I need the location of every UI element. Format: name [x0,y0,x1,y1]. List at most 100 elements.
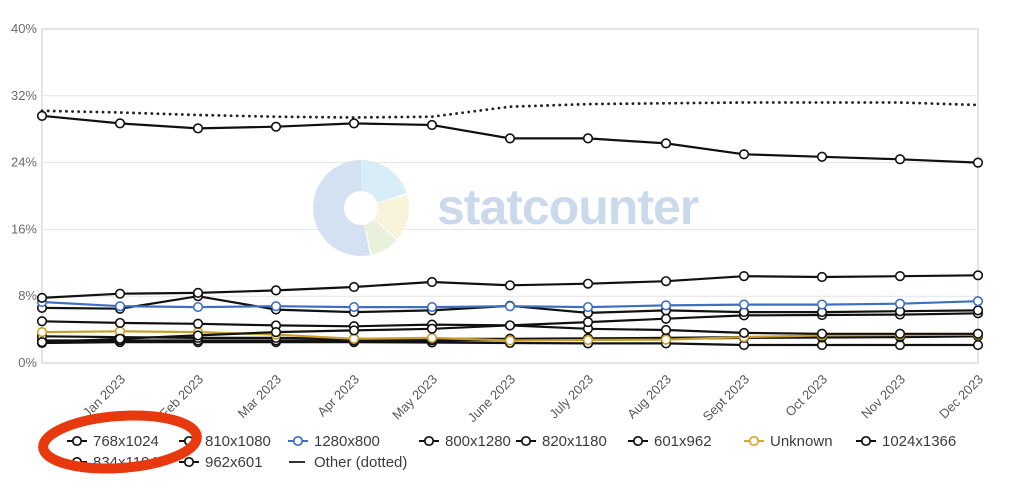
legend-line-marker-icon [744,435,764,447]
legend-item-1280x800[interactable]: 1280x800 [288,431,380,451]
x-tick-label: Apr 2023 [314,372,362,420]
legend-label: Unknown [770,432,833,450]
legend-line-marker-icon [67,435,87,447]
legend-item-834x1194[interactable]: 834x1194 [67,452,158,472]
data-point-marker [738,271,750,282]
data-point-marker [894,271,906,282]
legend-dash-icon [289,461,305,463]
y-tick-label: 0% [18,355,37,370]
data-point-marker [660,324,672,336]
data-point-marker [36,327,48,338]
data-point-marker [816,271,828,283]
x-tick-label: Mar 2023 [235,372,284,421]
data-point-marker [36,292,48,303]
series-group [36,101,984,351]
series-line [40,101,980,119]
legend-label: 820x1180 [542,432,607,450]
data-point-marker [504,335,516,346]
data-point-marker [582,133,594,144]
data-point-marker [114,288,126,299]
data-point-marker [660,313,672,324]
data-point-marker [894,298,906,309]
logo-donut-hole [344,191,378,225]
data-point-marker [426,323,438,334]
data-point-marker [114,118,126,129]
data-point-marker [192,123,204,134]
x-tick-label: Aug 2023 [624,372,674,422]
legend-item-768x1024[interactable]: 768x1024 [67,431,159,451]
data-point-marker [348,281,360,293]
data-point-marker [348,333,360,344]
data-point-marker [504,280,516,291]
legend-item-962x601[interactable]: 962x601 [179,452,263,472]
x-tick-label: Sept 2023 [700,372,753,425]
legend-line-marker-icon [628,435,648,447]
data-point-marker [660,276,672,287]
legend-item-unknown[interactable]: Unknown [744,431,833,451]
legend-line-marker-icon [179,456,199,468]
data-point-marker [192,330,204,341]
data-point-marker [270,327,282,338]
legend-item-1024x1366[interactable]: 1024x1366 [856,431,956,451]
legend-label: 834x1194 [93,453,158,471]
legend-line-marker-icon [856,435,876,447]
data-point-marker [36,110,48,121]
data-point-marker [816,299,828,310]
data-point-marker [504,320,516,331]
x-tick-label: May 2023 [389,372,440,423]
data-point-marker [270,301,282,312]
legend-line-marker-icon [288,435,308,447]
data-point-marker [816,151,828,162]
data-point-marker [348,301,360,313]
data-point-marker [972,339,984,351]
series-768x1024 [36,110,984,168]
statcounter-watermark: statcounter [313,160,700,256]
x-tick-label: Dec 2023 [936,372,986,422]
x-tick-label: Jan 2023 [80,372,128,420]
data-point-marker [972,328,984,339]
legend-label: 810x1080 [205,432,271,450]
x-tick-label: June 2023 [465,372,519,426]
data-point-marker [192,318,204,329]
data-point-marker [972,270,984,281]
x-axis-labels: Jan 2023 Feb 2023 Mar 2023 Apr 2023 May 2023… [80,372,986,426]
logo-donut-segment [313,160,371,256]
legend-label: 962x601 [205,453,263,471]
data-point-marker [894,154,906,165]
data-point-marker [660,138,672,149]
data-point-marker [582,334,594,346]
data-point-marker [270,121,282,132]
series-other-dotted- [40,101,980,119]
legend-label: 1280x800 [314,432,380,450]
legend-item-other-dotted-[interactable]: Other (dotted) [288,452,407,472]
legend-item-820x1180[interactable]: 820x1180 [516,431,607,451]
x-tick-label: July 2023 [546,372,596,422]
data-point-marker [270,285,282,296]
data-point-marker [36,337,48,348]
data-point-marker [660,334,672,345]
legend-label: 1024x1366 [882,432,957,450]
legend-label: 601x962 [654,432,712,450]
data-point-marker [114,333,126,344]
legend-item-810x1080[interactable]: 810x1080 [179,431,271,451]
data-point-marker [816,328,828,339]
legend-line-marker-icon [67,456,87,468]
data-point-marker [582,316,594,328]
data-point-marker [114,317,126,329]
legend-item-601x962[interactable]: 601x962 [628,431,712,451]
data-point-marker [504,133,516,144]
y-axis-labels: 0% 8% 16% 24% 32% 40% [11,21,37,370]
data-point-marker [504,301,516,312]
data-point-marker [36,316,48,327]
x-tick-label: Feb 2023 [157,372,206,421]
x-tick-label: Oct 2023 [782,372,830,420]
data-point-marker [738,299,750,310]
data-point-marker [972,157,984,168]
watermark-text: statcounter [437,179,699,235]
data-point-marker [582,278,594,289]
legend-item-800x1280[interactable]: 800x1280 [419,431,511,451]
data-point-marker [192,301,204,313]
legend-label: Other (dotted) [314,453,408,471]
